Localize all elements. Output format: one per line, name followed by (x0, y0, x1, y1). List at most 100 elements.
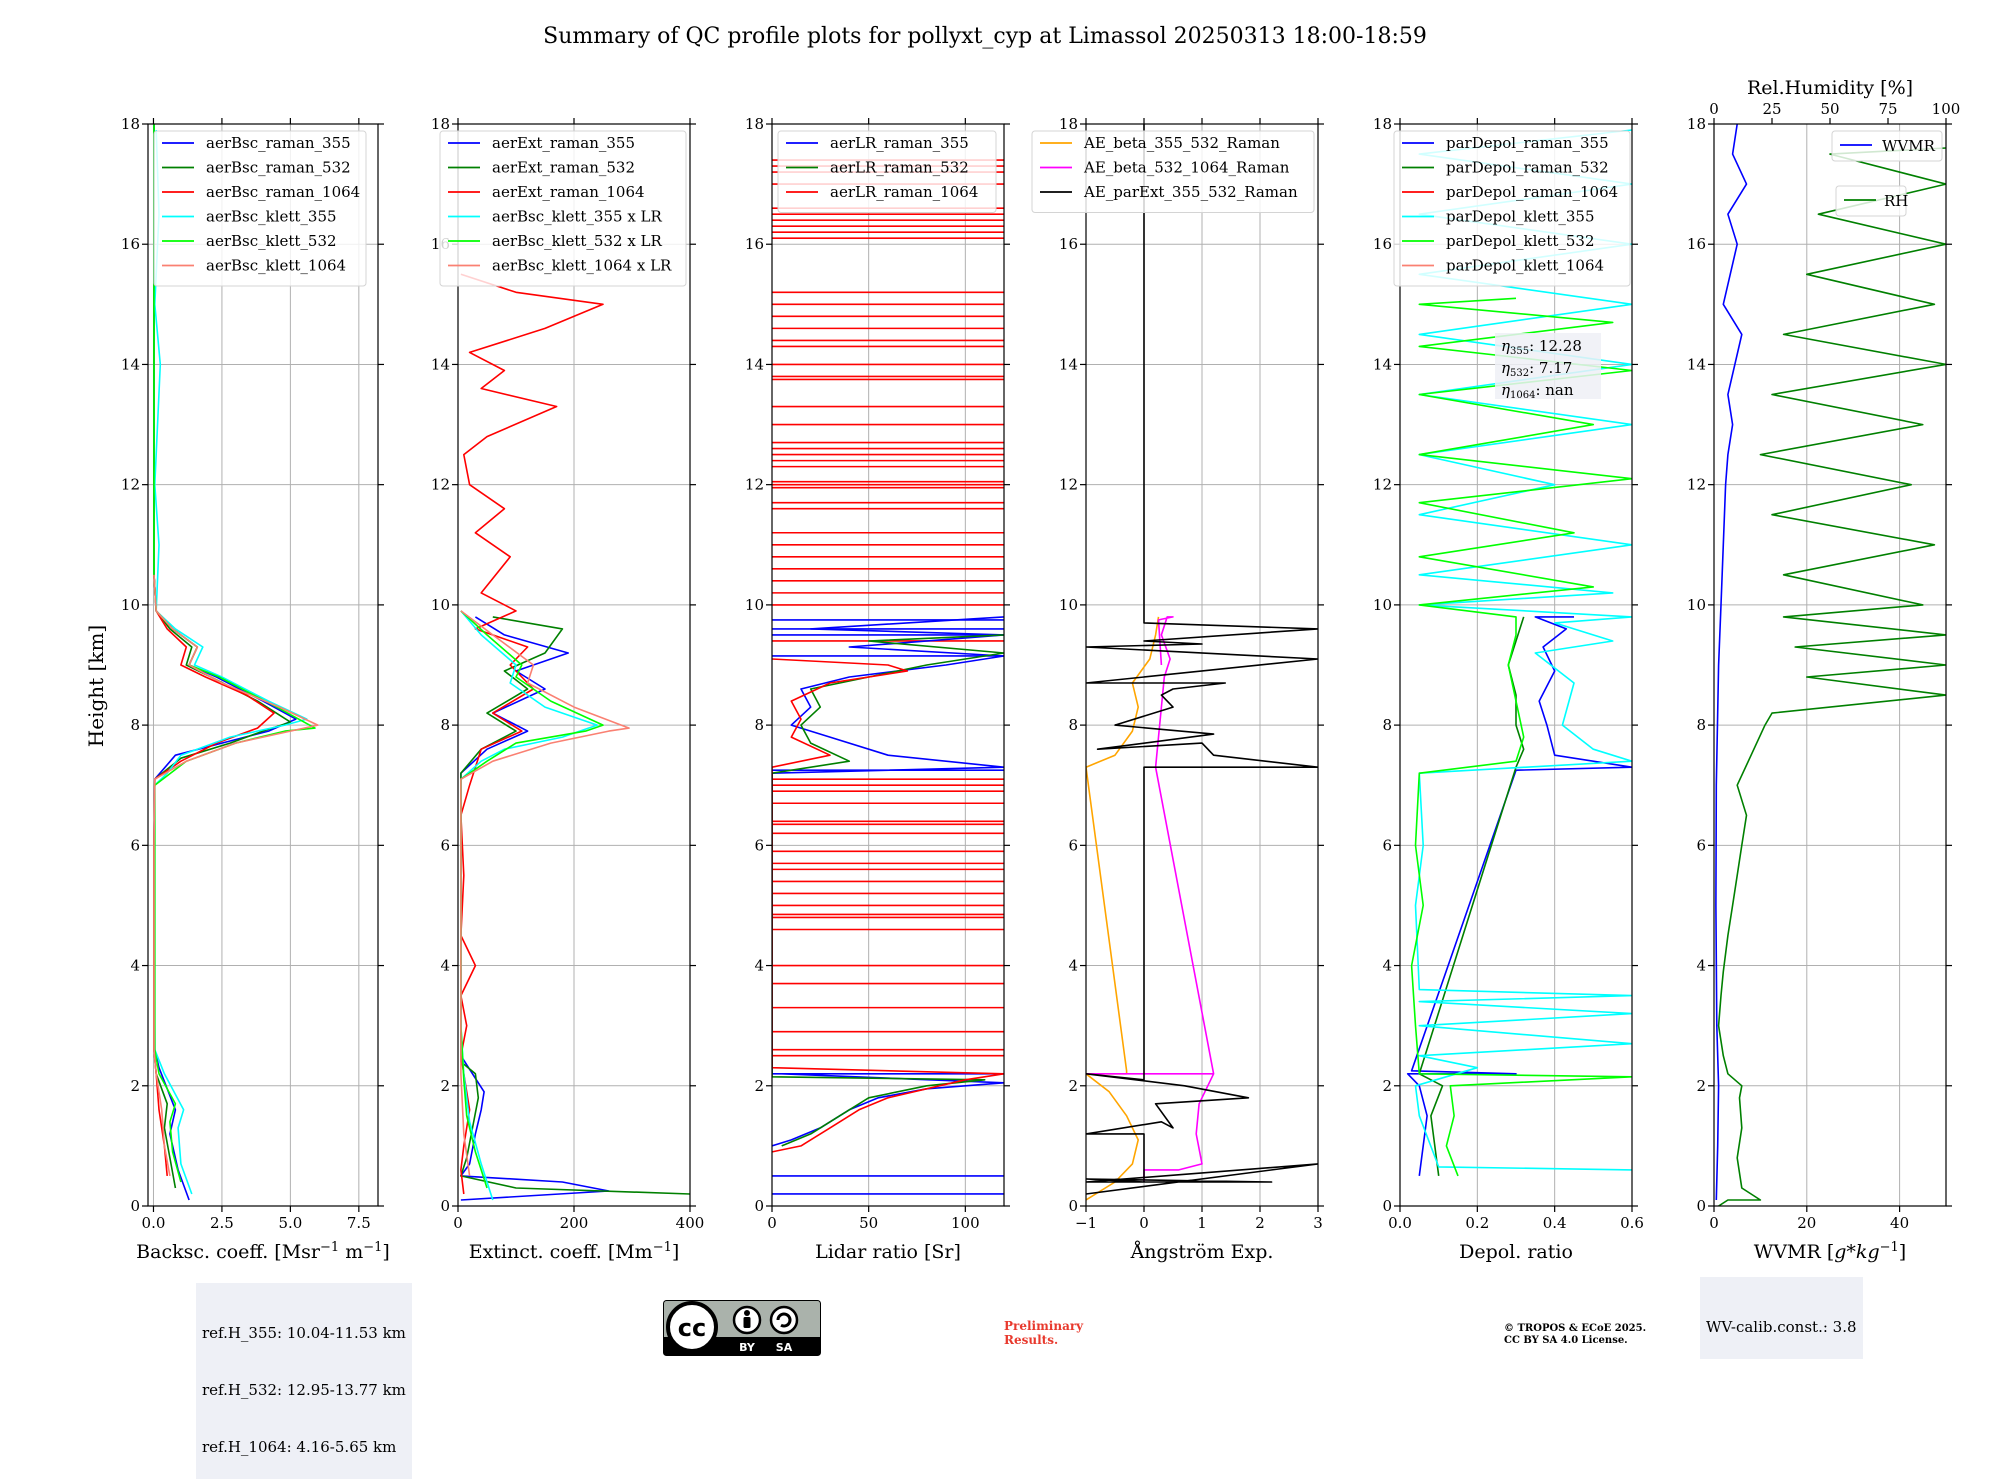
legend-label: AE_beta_532_1064_Raman (1083, 159, 1290, 177)
ytick-label: 6 (440, 836, 450, 854)
ytick-label: 2 (1696, 1077, 1706, 1095)
ytick-label: 0 (440, 1197, 450, 1215)
series-line-pardepol-raman-355 (1406, 616, 1632, 1177)
preliminary-results-note: Preliminary Results. (1004, 1319, 1083, 1347)
series-line-aerbsc-klett-532-x-lr (460, 610, 604, 1189)
xtick-label: 40 (1890, 1214, 1909, 1232)
series-line-ae-beta-532-1064-raman (1086, 616, 1215, 1182)
ytick-label: 16 (745, 235, 764, 253)
legend-label: parDepol_raman_1064 (1446, 183, 1618, 201)
preliminary-line-2: Results. (1004, 1333, 1059, 1347)
ytick-label: 16 (1687, 235, 1706, 253)
legend-label: aerBsc_klett_355 x LR (492, 208, 663, 226)
xtick-label: 2 (1255, 1214, 1265, 1232)
data-depol (1406, 129, 1632, 1177)
eta-label: η1064: nan (1501, 381, 1574, 401)
ytick-label: 8 (754, 716, 764, 734)
ytick-label: 6 (1382, 836, 1392, 854)
legend-box-wvmr (1831, 130, 1943, 162)
cc-icon-glyph: cc (678, 1314, 706, 1342)
ytick-label: 0 (754, 1197, 764, 1215)
xtick-label: 7.5 (347, 1214, 371, 1232)
legend-label: aerLR_raman_532 (830, 159, 969, 177)
xtick-label: 0.4 (1543, 1214, 1567, 1232)
ytick-label: 14 (745, 355, 764, 373)
legend-label: aerBsc_raman_355 (206, 134, 351, 152)
ytick-label: 8 (1382, 716, 1392, 734)
ytick-label: 14 (431, 355, 450, 373)
xtick-label: 0 (453, 1214, 463, 1232)
ytick-label: 12 (1059, 476, 1078, 494)
panel-lr: 0 2 4 6 8 10 12 14 16 18 0 50 100 Lidar ratio [Sr] aer… (745, 115, 1010, 1263)
sa-icon-arrow (776, 1312, 792, 1328)
xtick-label: 2.5 (210, 1214, 234, 1232)
series-line-ae-parext-355-532-raman (1086, 124, 1318, 1195)
series-line-aerbsc-klett-1064 (153, 574, 319, 1177)
ytick-label: 12 (121, 476, 140, 494)
series-line-pardepol-klett-355 (1414, 129, 1632, 1171)
data-wv (1715, 124, 1946, 1206)
ytick-label: 0 (1696, 1197, 1706, 1215)
series-line-aerext-raman-355 (460, 616, 610, 1201)
ytick-label: 14 (121, 355, 140, 373)
ytick-label: 4 (1068, 957, 1078, 975)
ytick-label: 10 (1373, 596, 1392, 614)
x2tick-label: 0 (1709, 100, 1719, 118)
legend-label: aerBsc_klett_1064 (206, 257, 346, 275)
ytick-label: 8 (440, 716, 450, 734)
ytick-label: 4 (130, 957, 140, 975)
axes-frame-wv (1713, 123, 1947, 1207)
legend-label: parDepol_klett_532 (1446, 232, 1595, 250)
legend-label: WVMR (1882, 137, 1936, 155)
ref-height-355: ref.H_355: 10.04-11.53 km (202, 1324, 406, 1342)
series-line-aerbsc-klett-355 (154, 129, 308, 1195)
xtick-label: 0.6 (1620, 1214, 1644, 1232)
xtick-label: 400 (676, 1214, 705, 1232)
ytick-label: 4 (1696, 957, 1706, 975)
ref-height-532: ref.H_532: 12.95-13.77 km (202, 1381, 406, 1399)
legend-label: aerBsc_raman_532 (206, 159, 351, 177)
data-bsc (153, 124, 319, 1201)
ytick-label: 0 (1068, 1197, 1078, 1215)
axes-frame-depol (1399, 123, 1633, 1207)
legend-label: parDepol_klett_355 (1446, 208, 1595, 226)
series-line-aerlr-raman-355 (772, 616, 1004, 1147)
data-ae (1086, 124, 1318, 1201)
ytick-label: 2 (1382, 1077, 1392, 1095)
series-line-pardepol-klett-532 (1410, 297, 1632, 1177)
x2-axis-label: Rel.Humidity [%] (1747, 77, 1913, 99)
xtick-label: 3 (1313, 1214, 1323, 1232)
series-line-rh (1717, 147, 1946, 1206)
xtick-label: 0 (1709, 1214, 1719, 1232)
reference-height-box: ref.H_355: 10.04-11.53 km ref.H_532: 12.… (196, 1283, 412, 1479)
ytick-label: 12 (745, 476, 764, 494)
xtick-label: 20 (1797, 1214, 1816, 1232)
panel-bsc: 0 2 4 6 8 10 12 14 16 18 0.0 2.5 5.0 7.5 Backsc. coeff… (121, 115, 390, 1263)
ytick-label: 10 (431, 596, 450, 614)
legend-label: aerBsc_klett_532 x LR (492, 232, 663, 250)
ytick-label: 14 (1059, 355, 1078, 373)
cc-by-sa-license-badge: cc BY SA (663, 1300, 821, 1356)
ytick-label: 6 (1068, 836, 1078, 854)
eta-label: η355: 12.28 (1501, 337, 1582, 357)
ytick-label: 12 (1373, 476, 1392, 494)
legend-label: AE_beta_355_532_Raman (1083, 134, 1280, 152)
xtick-label: 0.0 (1388, 1214, 1412, 1232)
x-axis-label-ae: Ångström Exp. (1130, 1241, 1274, 1263)
legend-label: aerBsc_klett_532 (206, 232, 337, 250)
ytick-label: 18 (431, 115, 450, 133)
legend-box-bsc (153, 130, 367, 287)
series-line-aerext-raman-1064 (460, 273, 604, 1195)
cc-icon (666, 1301, 718, 1353)
xtick-label: 100 (951, 1214, 980, 1232)
ytick-label: 18 (1373, 115, 1392, 133)
legend-label: aerBsc_klett_355 (206, 208, 337, 226)
sa-share-alike-icon (769, 1305, 799, 1335)
x-axis-label-lr: Lidar ratio [Sr] (815, 1241, 961, 1263)
ytick-label: 6 (1696, 836, 1706, 854)
eta-annotation-box (1495, 333, 1601, 399)
legend-label: aerBsc_raman_1064 (206, 183, 360, 201)
ytick-label: 18 (1687, 115, 1706, 133)
x-axis-label-ext: Extinct. coeff. [Mm−1] (469, 1240, 680, 1264)
